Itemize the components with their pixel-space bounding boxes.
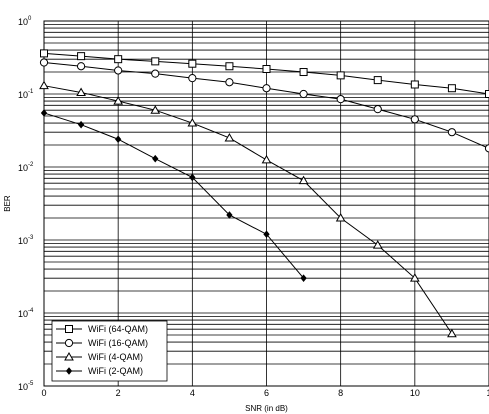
legend-marker (64, 338, 74, 348)
data-point (372, 240, 383, 249)
data-point (262, 65, 271, 74)
y-tick-exponent: 0 (28, 16, 32, 22)
y-tick-exponent: -3 (28, 235, 34, 241)
data-point (77, 52, 86, 61)
y-tick-base: 10 (18, 382, 28, 392)
legend-marker (64, 351, 74, 361)
data-point (410, 80, 419, 89)
data-point (40, 109, 48, 117)
y-tick-base: 10 (18, 163, 28, 173)
data-point (224, 132, 235, 142)
legend-label: WiFi (64-QAM) (88, 324, 148, 334)
data-point (188, 74, 197, 83)
y-tick-exponent: -5 (28, 381, 34, 387)
x-tick-label: 4 (190, 388, 195, 398)
x-tick-label: 8 (338, 388, 343, 398)
data-point (484, 144, 489, 153)
data-point (114, 66, 123, 75)
data-point (409, 273, 420, 282)
series-triangle (39, 80, 457, 338)
legend-marker (65, 367, 73, 375)
data-point (335, 213, 346, 222)
x-axis-ticks: 0 2 4 6 8 10 1 (41, 388, 489, 398)
legend-marker (65, 325, 73, 333)
data-point (299, 68, 308, 77)
data-point (77, 120, 85, 129)
data-point (225, 62, 234, 71)
x-axis-label: SNR (in dB) (245, 404, 288, 413)
data-point (263, 230, 270, 239)
x-tick-label: 6 (264, 388, 269, 398)
y-tick-label: 10 -4 (18, 308, 34, 319)
data-point (114, 55, 123, 64)
data-point (447, 84, 456, 93)
y-tick-base: 10 (18, 309, 28, 319)
y-tick-base: 10 (18, 17, 28, 27)
legend-entry: WiFi (4-QAM) (56, 351, 143, 362)
data-point (115, 135, 122, 144)
data-point (151, 69, 160, 78)
plot-frame (43, 20, 489, 387)
data-point (299, 89, 308, 99)
data-point (187, 118, 198, 127)
data-point (76, 87, 86, 96)
series-line (43, 112, 304, 279)
y-tick-label: 10 0 (18, 16, 32, 27)
y-tick-label: 10 -2 (18, 162, 34, 173)
data-point (39, 80, 49, 90)
data-point (373, 105, 382, 114)
series-square (40, 49, 489, 98)
data-point (39, 58, 49, 67)
data-point (226, 211, 233, 219)
data-point (298, 175, 309, 185)
series-diamond (40, 109, 307, 282)
series-circle (39, 58, 489, 153)
y-tick-base: 10 (18, 236, 28, 246)
y-tick-label: 10 -3 (18, 235, 34, 246)
data-point (336, 71, 345, 80)
legend-label: WiFi (2-QAM) (88, 366, 143, 376)
data-point (447, 128, 457, 137)
data-point (485, 90, 489, 98)
data-point (76, 62, 86, 71)
data-point (225, 78, 234, 87)
y-tick-exponent: -4 (28, 308, 34, 314)
x-tick-label: 10 (410, 388, 420, 398)
y-axis-label: BER (3, 195, 12, 212)
legend: WiFi (64-QAM) WiFi (16-QAM) WiFi (4-QAM) Wi… (51, 320, 168, 382)
data-point (300, 274, 307, 282)
x-tick-label: 2 (116, 388, 121, 398)
data-point (410, 115, 419, 124)
legend-label: WiFi (16-QAM) (88, 338, 148, 348)
y-tick-label: 10 -1 (18, 89, 34, 100)
data-point (336, 95, 345, 104)
y-tick-label: 10 -5 (18, 381, 34, 392)
x-tick-label: 1 (486, 388, 489, 398)
y-tick-base: 10 (18, 90, 28, 100)
legend-label: WiFi (4-QAM) (88, 352, 143, 362)
data-point (151, 57, 160, 66)
legend-entry: WiFi (64-QAM) (56, 324, 148, 334)
x-tick-label: 0 (41, 388, 46, 398)
y-tick-exponent: -1 (28, 89, 34, 95)
legend-entry: WiFi (16-QAM) (56, 338, 148, 348)
data-point (152, 154, 159, 163)
data-point (261, 154, 272, 164)
data-point (150, 105, 161, 114)
data-point (113, 96, 124, 105)
data-point (447, 328, 457, 338)
data-point (262, 84, 271, 93)
data-point (40, 49, 48, 58)
data-point (373, 76, 382, 85)
data-point (188, 59, 197, 68)
series-layer (39, 49, 489, 338)
series-line (43, 85, 453, 335)
y-tick-exponent: -2 (28, 162, 34, 168)
legend-entry: WiFi (2-QAM) (56, 366, 143, 376)
data-point (189, 173, 196, 182)
